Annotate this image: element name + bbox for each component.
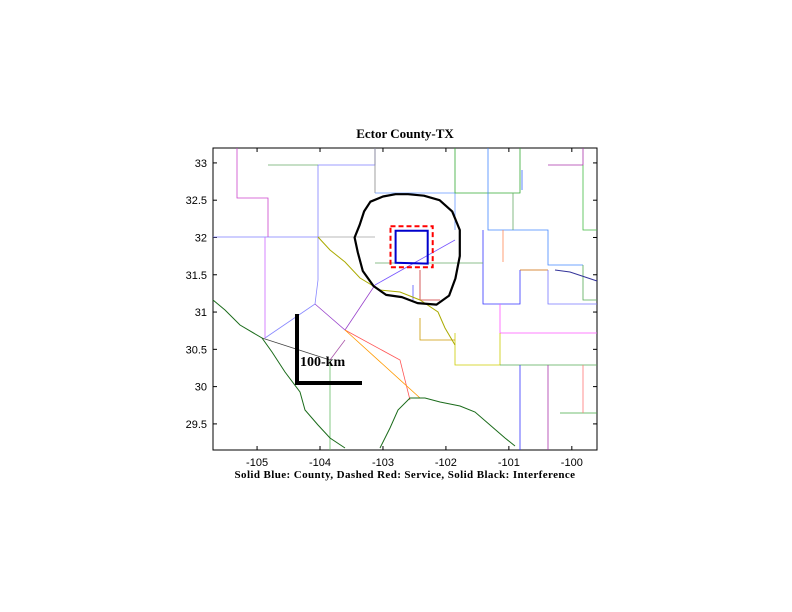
x-tick-label: -101 — [498, 457, 520, 469]
county-boundary-line — [264, 237, 319, 339]
rio-grande-east — [379, 397, 516, 449]
x-tick-label: -102 — [435, 457, 457, 469]
county-boundary-line — [344, 329, 421, 399]
x-tick-label: -105 — [246, 457, 268, 469]
y-tick-label: 31 — [195, 307, 207, 319]
county-outline — [394, 229, 429, 265]
y-tick-label: 32 — [195, 232, 207, 244]
county-boundary-line — [454, 333, 501, 366]
x-tick-label: -103 — [372, 457, 394, 469]
interference-contour — [353, 193, 461, 306]
rio-grande-west — [212, 299, 346, 449]
county-boundary-line — [454, 148, 521, 194]
map-title: Ector County-TX — [356, 126, 454, 141]
y-tick-label: 29.5 — [186, 419, 207, 431]
pecos-river — [317, 236, 456, 346]
county-boundaries — [213, 148, 597, 450]
county-boundary-line — [329, 339, 346, 361]
y-tick-label: 33 — [195, 158, 207, 170]
county-boundary-line — [419, 318, 455, 341]
county-boundary-line — [344, 329, 411, 401]
x-tick-label: -100 — [561, 457, 583, 469]
scale-bar-label: 100-km — [300, 355, 345, 370]
county-boundary-line — [236, 148, 269, 237]
y-tick-label: 32.5 — [186, 195, 207, 207]
red-river-section — [554, 269, 598, 282]
rio-grande-river — [212, 236, 598, 449]
y-tick-label: 30 — [195, 382, 207, 394]
scale-bar: 100-km — [295, 314, 362, 385]
service-area-dashed — [389, 225, 434, 269]
y-tick-label: 30.5 — [186, 344, 207, 356]
county-boundary-line — [547, 270, 597, 305]
y-tick-label: 31.5 — [186, 270, 207, 282]
x-tick-label: -104 — [309, 457, 331, 469]
axis-ticks: -105 -104 -103 -102 -101 -100 29.5 30 30.5 31 31.5… — [186, 148, 597, 469]
coverage-layers — [353, 193, 461, 306]
county-boundary-line — [482, 230, 521, 305]
county-boundary-line — [487, 148, 583, 266]
county-boundary-line — [582, 165, 597, 231]
map-caption: Solid Blue: County, Dashed Red: Service,… — [234, 469, 576, 481]
